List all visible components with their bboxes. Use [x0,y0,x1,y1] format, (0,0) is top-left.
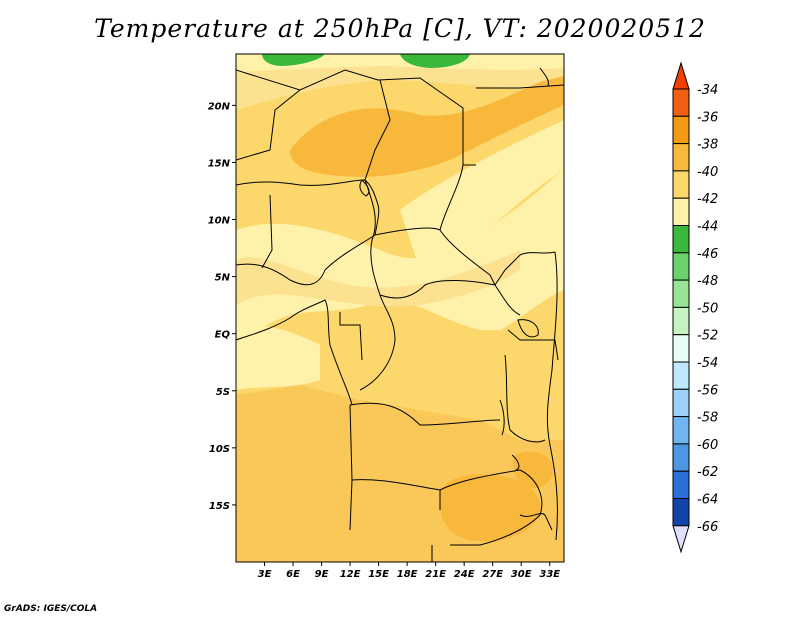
field-green-center [400,54,470,68]
longitude-ticks: 3E 6E 9E 12E 15E 18E 21E 24E 27E 30E 33E [258,562,560,580]
legend-label: -60 [697,438,718,453]
color-legend: -34 -36 -38 -40 -42 -44 -46 -48 -50 -52 -54 -56 -58 -… [672,61,718,554]
lon-tick-label: 3E [258,569,272,580]
lake-chad [359,179,370,197]
lon-tick-label: 27E [482,569,503,580]
lat-tick-label: 20N [208,101,231,112]
legend-swatch [672,388,690,418]
lon-tick-label: 12E [340,569,361,580]
legend-label: -66 [697,520,718,535]
legend-swatch [672,279,690,308]
border-lakes [504,354,546,443]
border-niger-south [236,179,379,206]
legend-swatch [672,306,690,336]
legend-label: -42 [697,192,718,207]
lon-tick-label: 9E [315,569,329,580]
lon-tick-label: 21E [425,569,446,580]
legend-swatch [672,252,690,281]
legend-label: -44 [697,220,718,235]
legend-swatch [672,115,690,145]
legend-swatch [672,498,690,527]
legend-label: -34 [697,83,718,98]
legend-label: -40 [697,165,718,180]
legend-label: -64 [697,493,718,508]
legend-swatch [672,88,690,117]
legend-swatch [672,361,690,390]
lat-tick-label: EQ [215,330,231,341]
grads-credit: GrADS: IGES/COLA [4,604,98,614]
border-zambia [439,469,543,546]
border-benin [261,194,273,269]
lat-tick-label: 10N [208,216,231,227]
legend-label: -56 [697,383,718,398]
lon-tick-label: 6E [286,569,300,580]
field-green-west [262,54,325,66]
border-congo [359,294,396,391]
country-borders [236,67,564,562]
border-mali [236,89,301,161]
lake-malawi [511,454,520,471]
lon-tick-label: 30E [511,569,532,580]
field-zambia-warm [440,474,541,542]
coast-redsea [539,67,549,87]
legend-swatch [672,443,690,472]
border-chad-sudan [439,164,496,286]
legend-label: -48 [697,274,718,289]
lat-tick-label: 15S [209,501,230,512]
legend-label: -52 [697,329,718,344]
lon-tick-label: 24E [454,569,475,580]
temperature-field [236,54,564,562]
legend-label: -54 [697,356,718,371]
field-east-light [400,120,564,270]
border-sahara [236,69,476,166]
lat-tick-label: 5S [216,387,230,398]
legend-swatch [672,334,690,363]
legend-swatch [672,225,690,254]
lon-tick-label: 33E [539,569,560,580]
lake-tanganyika [499,399,505,436]
border-nigeria [236,204,380,286]
legend-label: -50 [697,301,718,316]
lat-tick-label: 5N [215,273,231,284]
lat-tick-label: 10S [209,444,230,455]
legend-label: -36 [697,110,718,125]
map-title: Temperature at 250hPa [C], VT: 202002051… [94,14,706,43]
border-car-drc [379,279,521,316]
legend-label: -46 [697,247,718,262]
border-angola-drc [349,402,501,426]
legend-top-arrow [672,61,690,90]
field-mozambique-warm [513,451,553,489]
border-egypt-sudan [476,84,564,89]
field-west-light [236,325,320,390]
legend-swatch [672,170,690,199]
coast-west [236,299,353,406]
legend-swatch [672,416,690,445]
coast-east [546,251,558,541]
legend-label: -38 [697,138,718,153]
border-uganda-kenya [507,329,559,361]
border-sudan-ss [494,251,556,286]
lon-tick-label: 15E [368,569,389,580]
legend-bottom-arrow [672,525,690,554]
border-chad-car [374,227,441,236]
legend-swatch [672,197,690,226]
lat-tick-label: 15N [208,158,231,169]
border-niger-chad [364,79,391,181]
legend-label: -58 [697,411,718,426]
border-gabon [339,312,363,361]
border-angola-namibia [351,479,441,510]
field-sahara-warm [290,76,564,177]
lon-tick-label: 18E [397,569,418,580]
field-mid-streak [236,250,520,307]
lake-victoria [517,319,539,338]
legend-label: -62 [697,465,718,480]
map-frame [235,53,565,563]
border-chad-cameroon [364,179,381,296]
latitude-ticks: 20N 15N 10N 5N EQ 5S 10S 15S [208,101,236,512]
border-zimbabwe [519,513,553,531]
legend-swatch [672,470,690,500]
legend-swatch [672,143,690,172]
